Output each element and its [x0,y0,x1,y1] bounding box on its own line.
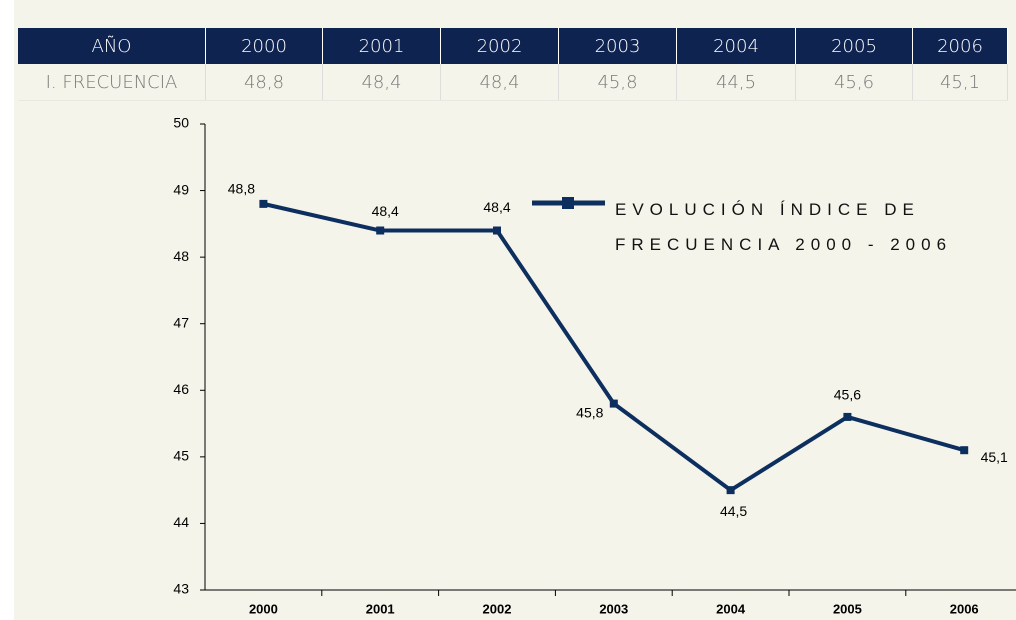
data-label: 45,6 [834,387,861,403]
table-cell: 2000 [205,28,323,64]
table-cell: 2005 [795,28,913,64]
x-tick-label: 2002 [483,601,512,616]
table-cell: 48,4 [440,64,559,101]
y-tick-label: 45 [173,448,189,464]
data-point [843,412,852,421]
table-cell: 48,4 [322,64,441,101]
x-tick-label: 2005 [833,601,862,616]
table-cell: 2004 [676,28,796,64]
table-cell: 2003 [558,28,677,64]
table-cell: 44,5 [676,64,796,101]
chart-background [14,0,1016,620]
x-tick-label: 2004 [716,601,746,616]
data-label: 45,8 [576,404,603,420]
x-tick-label: 2006 [950,601,979,616]
table-cell: 2001 [322,28,441,64]
x-tick-label: 2003 [599,601,628,616]
data-label: 48,4 [483,199,510,215]
table-cell: 45,8 [558,64,677,101]
data-point [960,446,969,455]
data-point [726,486,735,495]
data-label: 48,4 [372,203,399,219]
data-label: 45,1 [981,449,1008,465]
table-cell: I. FRECUENCIA [18,64,206,101]
table-cell: 45,6 [795,64,913,101]
y-tick-label: 47 [173,314,189,330]
data-table: AÑO 2000 2001 2002 2003 2004 2005 2006 I. FRECUE… [18,28,1008,101]
data-point [493,226,501,235]
legend-label: EVOLUCIÓN ÍNDICE DE FRECUENCIA 2000 - 20… [615,200,953,254]
data-point [609,399,618,408]
table-row: AÑO 2000 2001 2002 2003 2004 2005 2006 [18,28,1008,64]
legend-marker [562,197,574,209]
data-label: 48,8 [228,181,255,197]
table-cell: 48,8 [205,64,323,101]
y-tick-label: 48 [173,248,189,264]
y-tick-label: 43 [173,581,189,597]
data-point [376,226,385,235]
x-tick-label: 2000 [249,601,278,616]
x-tick-label: 2001 [366,601,395,616]
data-point [259,199,268,208]
y-tick-label: 46 [173,381,189,397]
y-tick-label: 44 [173,514,189,530]
table-row: I. FRECUENCIA 48,8 48,4 48,4 45,8 44,5 45,6 45,… [18,64,1008,101]
table-cell: 45,1 [912,64,1008,101]
table-cell: 2006 [912,28,1008,64]
data-label: 44,5 [720,503,747,519]
y-tick-label: 50 [173,115,189,131]
table-cell: 2002 [440,28,559,64]
y-tick-label: 49 [173,181,189,197]
table-cell: AÑO [18,28,206,64]
